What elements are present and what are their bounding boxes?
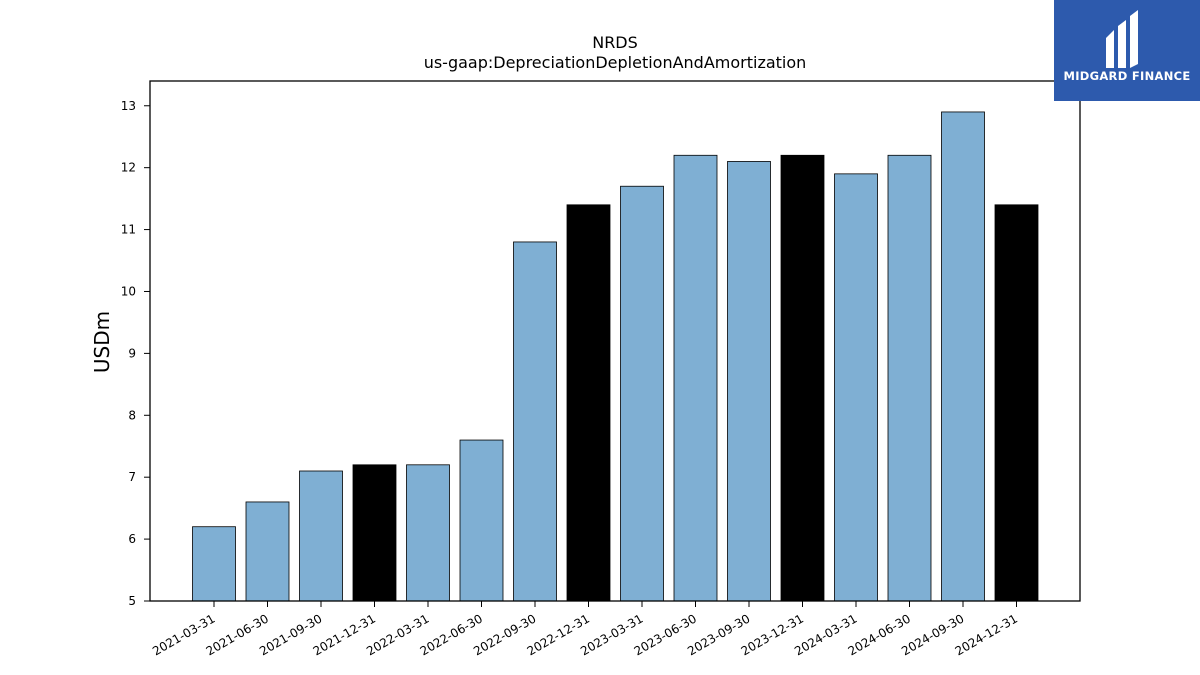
chart-subtitle: us-gaap:DepreciationDepletionAndAmortiza… — [424, 53, 807, 72]
brand-name: MIDGARD FINANCE — [1063, 69, 1191, 83]
y-axis-label: USDm — [90, 311, 114, 373]
brand-logo: MIDGARD FINANCE — [1054, 0, 1200, 101]
bar-2021-12-31 — [352, 464, 397, 602]
bar-2022-12-31 — [566, 204, 611, 602]
y-tick-label: 10 — [121, 284, 136, 298]
y-tick-label: 5 — [128, 594, 136, 608]
y-tick-label: 8 — [128, 408, 136, 422]
bar-2022-06-30 — [459, 439, 504, 602]
y-tick-label: 11 — [121, 223, 136, 237]
bar-2023-06-30 — [673, 154, 718, 602]
bar-2022-09-30 — [513, 241, 557, 602]
bar-2021-09-30 — [299, 470, 343, 602]
y-tick-label: 7 — [128, 470, 136, 484]
plot-frame — [149, 80, 1081, 602]
bar-2023-03-31 — [620, 185, 664, 602]
y-tick-label: 12 — [121, 161, 136, 175]
bar-2021-03-31 — [192, 526, 236, 602]
bar-2022-03-31 — [406, 464, 450, 602]
brand-mark-icon — [1106, 10, 1138, 68]
bars-layer — [192, 111, 1039, 602]
chart-title: NRDS — [592, 33, 638, 52]
bar-2024-09-30 — [941, 111, 985, 602]
x-axis-ticks: 2021-03-312021-06-302021-09-302021-12-31… — [150, 601, 1020, 658]
y-tick-label: 6 — [128, 532, 136, 546]
bar-2024-12-31 — [994, 204, 1039, 602]
y-tick-label: 13 — [121, 99, 136, 113]
bar-2024-03-31 — [834, 173, 878, 602]
y-tick-label: 9 — [128, 346, 136, 360]
bar-2023-09-30 — [727, 161, 771, 602]
y-axis-ticks: 5 6 7 8 9 10 11 12 13 — [121, 99, 150, 608]
bar-2021-06-30 — [245, 501, 290, 602]
bar-2023-12-31 — [780, 154, 825, 602]
bar-2024-06-30 — [887, 154, 932, 602]
